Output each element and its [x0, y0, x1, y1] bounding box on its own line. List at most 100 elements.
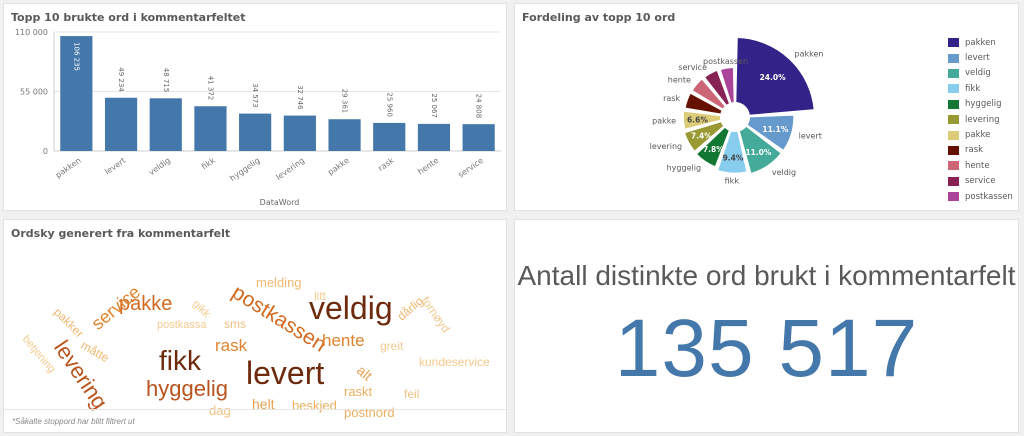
cloud-word: beskjed — [292, 398, 337, 413]
pie-category-label: pakken — [795, 50, 824, 59]
y-tick-label: 0 — [43, 147, 48, 156]
pie-slice-fikk — [716, 129, 749, 175]
cloud-word: dag — [209, 403, 231, 418]
legend-swatch — [948, 192, 959, 202]
pie-slice-levering — [682, 120, 726, 153]
cloud-word: dårlig — [394, 293, 426, 324]
legend-swatch — [948, 145, 959, 155]
legend-label: pakken — [965, 37, 996, 48]
cloud-word: litt — [314, 289, 326, 303]
x-tick-label: pakke — [326, 156, 351, 177]
pie-category-label: levering — [650, 142, 682, 151]
legend-label: pakke — [965, 130, 991, 141]
pie-slice-postkassen — [718, 66, 736, 105]
cloud-word: sms — [224, 317, 246, 331]
footnote: *Såkalte stoppord har blitt filtrert ut — [12, 417, 135, 426]
legend-swatch — [948, 68, 959, 78]
pie-value-label: 7.8% — [703, 145, 724, 154]
cloud-word: hente — [322, 331, 365, 350]
kpi-value: 135 517 — [614, 303, 919, 394]
legend-item-postkassen[interactable]: postkassen — [948, 189, 1013, 204]
legend-item-pakke[interactable]: pakke — [948, 127, 1013, 142]
cloud-word: hyggelig — [146, 376, 228, 401]
cloud-word: helt — [252, 396, 275, 412]
legend-swatch — [948, 99, 959, 109]
cloud-word: betjening — [19, 333, 58, 376]
cloud-word: melding — [256, 275, 302, 290]
word-cloud-panel: Ordsky generert fra kommentarfelt levert… — [3, 219, 507, 433]
legend-item-rask[interactable]: rask — [948, 143, 1013, 158]
legend-swatch — [948, 161, 959, 171]
cloud-word: fikk — [159, 345, 201, 376]
y-tick-label: 55 000 — [20, 88, 48, 97]
cloud-word: feil — [404, 387, 420, 401]
legend-item-veldig[interactable]: veldig — [948, 66, 1013, 81]
pie-category-label: service — [678, 63, 707, 72]
bar-chart-panel: Topp 10 brukte ord i kommentarfeltet 110… — [3, 3, 507, 211]
pie-value-label: 11.0% — [745, 148, 772, 157]
legend-label: rask — [965, 145, 984, 156]
bar-value-label: 41 372 — [206, 76, 214, 101]
y-tick-label: 110 000 — [15, 28, 48, 37]
legend-item-levert[interactable]: levert — [948, 50, 1013, 65]
pie-slice-service — [702, 68, 732, 107]
bar-pakken — [60, 36, 93, 151]
legend-item-levering[interactable]: levering — [948, 112, 1013, 127]
legend-item-hyggelig[interactable]: hyggelig — [948, 97, 1013, 112]
legend-label: hyggelig — [965, 99, 1002, 110]
bar-hente — [417, 123, 451, 151]
legend-item-fikk[interactable]: fikk — [948, 81, 1013, 96]
pie-slice-rask — [683, 91, 724, 116]
bar-value-label: 25 960 — [385, 92, 393, 117]
legend-item-service[interactable]: service — [948, 174, 1013, 189]
pie-category-label: hyggelig — [667, 164, 701, 173]
pie-slice-veldig — [737, 124, 783, 176]
bar-value-label: 106 235 — [72, 42, 80, 71]
bar-value-label: 25 067 — [430, 93, 438, 118]
pie-value-label: 6.6% — [687, 115, 708, 124]
x-tick-label: pakken — [54, 156, 83, 180]
legend-swatch — [948, 38, 959, 48]
x-tick-label: hyggelig — [228, 156, 261, 183]
pie-value-label: 9.4% — [723, 153, 744, 162]
bar-chart-title: Topp 10 brukte ord i kommentarfeltet — [11, 11, 246, 24]
cloud-word: kundeservice — [419, 355, 490, 369]
bar-levert — [104, 97, 138, 151]
legend-label: postkassen — [965, 191, 1013, 202]
legend-swatch — [948, 130, 959, 140]
legend-label: fikk — [965, 83, 981, 94]
cloud-word: rask — [215, 336, 248, 355]
cloud-word: pakker — [51, 305, 87, 341]
cloud-word: veldig — [309, 290, 393, 326]
word-cloud-title: Ordsky generert fra kommentarfelt — [11, 227, 231, 240]
cloud-word: fornøyd — [418, 293, 454, 336]
legend-label: levert — [965, 53, 990, 64]
legend-item-pakken[interactable]: pakken — [948, 35, 1013, 50]
pie-value-label: 7.4% — [691, 132, 712, 141]
pie-chart[interactable]: 24.0% pakken 11.1% levert 11.0% veldig 9.4% fik… — [515, 4, 935, 211]
bar-hyggelig — [239, 113, 272, 151]
x-tick-label: veldig — [147, 156, 172, 177]
footnote-divider — [4, 409, 506, 410]
legend-swatch — [948, 84, 959, 94]
bar-veldig — [149, 98, 182, 151]
bar-value-label: 49 234 — [117, 67, 125, 92]
bar-value-label: 32 746 — [296, 85, 304, 110]
legend-item-hente[interactable]: hente — [948, 158, 1013, 173]
bar-service — [462, 124, 495, 151]
bar-fikk — [194, 106, 227, 151]
bar-chart[interactable]: 110 000 55 000 0 106 235 pakken 49 234 levert 4… — [4, 4, 507, 211]
cloud-word: postnord — [344, 405, 395, 420]
cloud-word: raskt — [344, 384, 373, 399]
pie-category-label: hente — [668, 76, 691, 85]
word-cloud[interactable]: levert veldig fikk hyggelig levering postkass… — [4, 242, 506, 419]
x-tick-label: hente — [416, 156, 440, 177]
pie-chart-title: Fordeling av topp 10 ord — [522, 11, 676, 24]
x-axis-label: DataWord — [260, 198, 300, 207]
cloud-word: alt — [353, 361, 376, 384]
cloud-word: gikk — [190, 297, 213, 321]
x-tick-label: service — [456, 156, 485, 180]
x-tick-label: levering — [274, 156, 306, 182]
pie-category-label: veldig — [772, 168, 796, 177]
pie-slice-pakke — [681, 109, 723, 131]
